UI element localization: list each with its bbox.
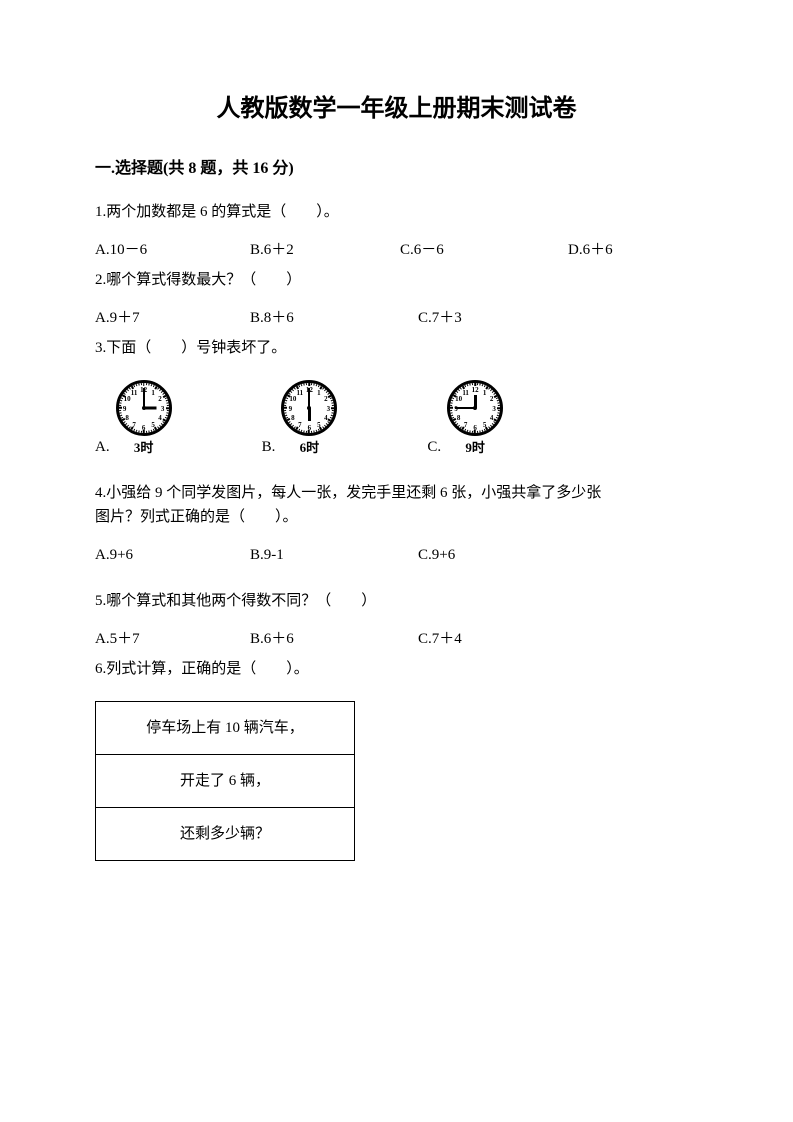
question-6: 6.列式计算，正确的是（ ）。 (95, 657, 698, 681)
q1-option-b: B.6＋2 (250, 238, 400, 262)
q5-option-c: C.7＋4 (418, 627, 462, 651)
question-2: 2.哪个算式得数最大？（ ） (95, 268, 698, 292)
q1-option-d: D.6＋6 (568, 238, 613, 262)
clock-c-caption: 9时 (465, 438, 485, 459)
q6-box-row3: 还剩多少辆？ (96, 808, 354, 860)
q1-option-a: A.10－6 (95, 238, 250, 262)
q1-option-c: C.6－6 (400, 238, 568, 262)
q3-label-c: C. (427, 435, 441, 459)
question-4-options: A.9+6 B.9-1 C.9+6 (95, 543, 698, 567)
question-3: 3.下面（ ）号钟表坏了。 (95, 336, 698, 360)
question-1: 1.两个加数都是 6 的算式是（ ）。 (95, 200, 698, 224)
q5-option-a: A.5＋7 (95, 627, 250, 651)
q4-line1: 4.小强给 9 个同学发图片，每人一张，发完手里还剩 6 张，小强共拿了多少张 (95, 481, 698, 505)
question-4: 4.小强给 9 个同学发图片，每人一张，发完手里还剩 6 张，小强共拿了多少张 … (95, 481, 698, 529)
section-1-header: 一.选择题(共 8 题，共 16 分) (95, 156, 698, 182)
clock-b-icon: 121234567891011 (281, 380, 337, 436)
question-6-box: 停车场上有 10 辆汽车， 开走了 6 辆， 还剩多少辆？ (95, 701, 355, 861)
clock-a-icon: 121234567891011 (116, 380, 172, 436)
q4-option-b: B.9-1 (250, 543, 418, 567)
q4-option-a: A.9+6 (95, 543, 250, 567)
question-5-options: A.5＋7 B.6＋6 C.7＋4 (95, 627, 698, 651)
q3-option-c: C. 121234567891011 9时 (427, 380, 503, 459)
clock-a-caption: 3时 (134, 438, 154, 459)
q6-box-row1: 停车场上有 10 辆汽车， (96, 702, 354, 755)
q5-option-b: B.6＋6 (250, 627, 418, 651)
clock-c-icon: 121234567891011 (447, 380, 503, 436)
q2-option-b: B.8＋6 (250, 306, 418, 330)
q3-option-b: B. 121234567891011 6时 (262, 380, 338, 459)
clock-b-caption: 6时 (300, 438, 320, 459)
q4-option-c: C.9+6 (418, 543, 455, 567)
q4-line2: 图片？列式正确的是（ ）。 (95, 505, 698, 529)
question-5: 5.哪个算式和其他两个得数不同？（ ） (95, 589, 698, 613)
q6-box-row2: 开走了 6 辆， (96, 755, 354, 808)
page-title: 人教版数学一年级上册期末测试卷 (95, 90, 698, 128)
q2-option-a: A.9＋7 (95, 306, 250, 330)
question-2-options: A.9＋7 B.8＋6 C.7＋3 (95, 306, 698, 330)
q3-label-b: B. (262, 435, 276, 459)
q2-option-c: C.7＋3 (418, 306, 462, 330)
q3-option-a: A. 121234567891011 3时 (95, 380, 172, 459)
question-3-options: A. 121234567891011 3时 B. 121234567891011… (95, 380, 698, 459)
q3-label-a: A. (95, 435, 110, 459)
question-1-options: A.10－6 B.6＋2 C.6－6 D.6＋6 (95, 238, 698, 262)
